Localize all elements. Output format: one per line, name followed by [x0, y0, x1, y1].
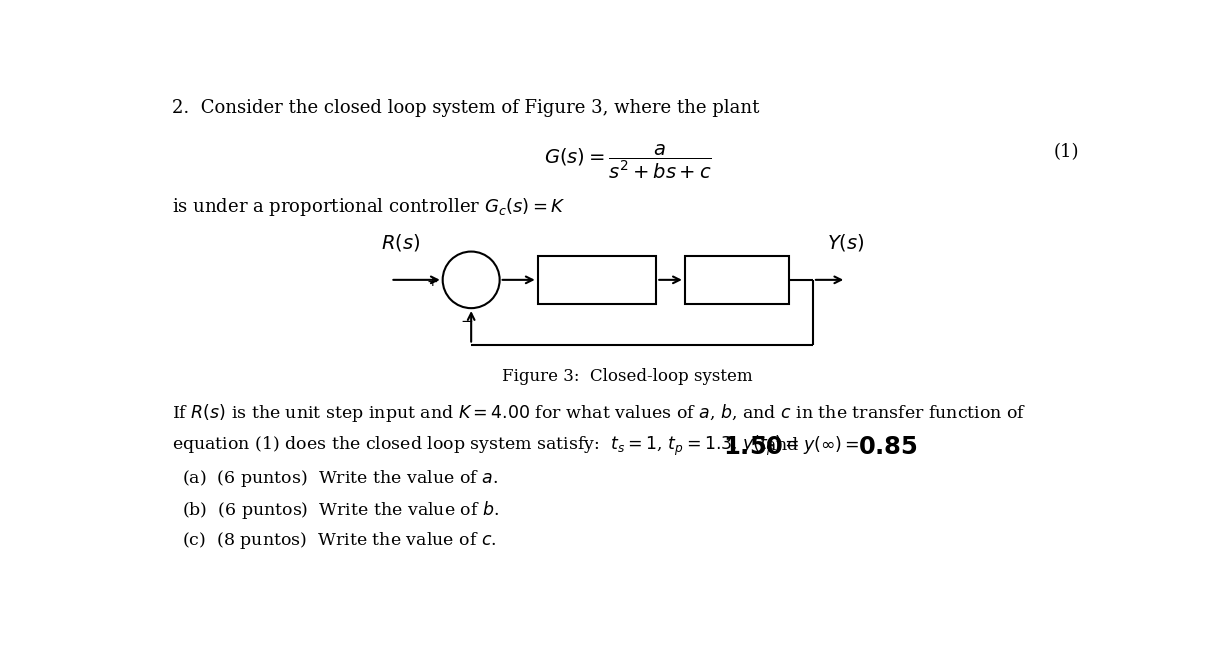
Text: equation (1) does the closed loop system satisfy:  $t_s = 1$, $t_p = 1.3$, $y(t_: equation (1) does the closed loop system…: [172, 433, 800, 458]
Ellipse shape: [442, 251, 500, 308]
Text: $-$: $-$: [459, 313, 473, 327]
Text: (b)  (6 puntos)  Write the value of $b$.: (b) (6 puntos) Write the value of $b$.: [181, 499, 499, 521]
Text: and $y(\infty) =$: and $y(\infty) =$: [764, 433, 859, 456]
Text: (c)  (8 puntos)  Write the value of $c$.: (c) (8 puntos) Write the value of $c$.: [181, 530, 496, 551]
FancyBboxPatch shape: [685, 255, 789, 304]
Text: $G(s)$: $G(s)$: [717, 269, 757, 290]
Text: 2.  Consider the closed loop system of Figure 3, where the plant: 2. Consider the closed loop system of Fi…: [172, 99, 760, 117]
Text: (1): (1): [1054, 142, 1079, 161]
Text: is under a proportional controller $G_c(s) = K$: is under a proportional controller $G_c(…: [172, 196, 566, 218]
Text: Figure 3:  Closed-loop system: Figure 3: Closed-loop system: [502, 368, 753, 385]
Text: $G(s) = \dfrac{a}{s^2 + bs + c}$: $G(s) = \dfrac{a}{s^2 + bs + c}$: [544, 142, 712, 181]
FancyBboxPatch shape: [538, 255, 657, 304]
Text: $R(s)$: $R(s)$: [381, 232, 420, 253]
Text: (a)  (6 puntos)  Write the value of $a$.: (a) (6 puntos) Write the value of $a$.: [181, 468, 497, 489]
Text: $\mathbf{0.85}$: $\mathbf{0.85}$: [858, 435, 918, 458]
Text: $+$: $+$: [426, 276, 439, 290]
Text: If $R(s)$ is the unit step input and $K = 4.00$ for what values of $a$, $b$, and: If $R(s)$ is the unit step input and $K …: [172, 403, 1027, 425]
Text: $G_c(s)$: $G_c(s)$: [572, 269, 621, 291]
Text: $Y(s)$: $Y(s)$: [827, 232, 865, 253]
Text: $\mathbf{1.50}$: $\mathbf{1.50}$: [723, 435, 783, 458]
